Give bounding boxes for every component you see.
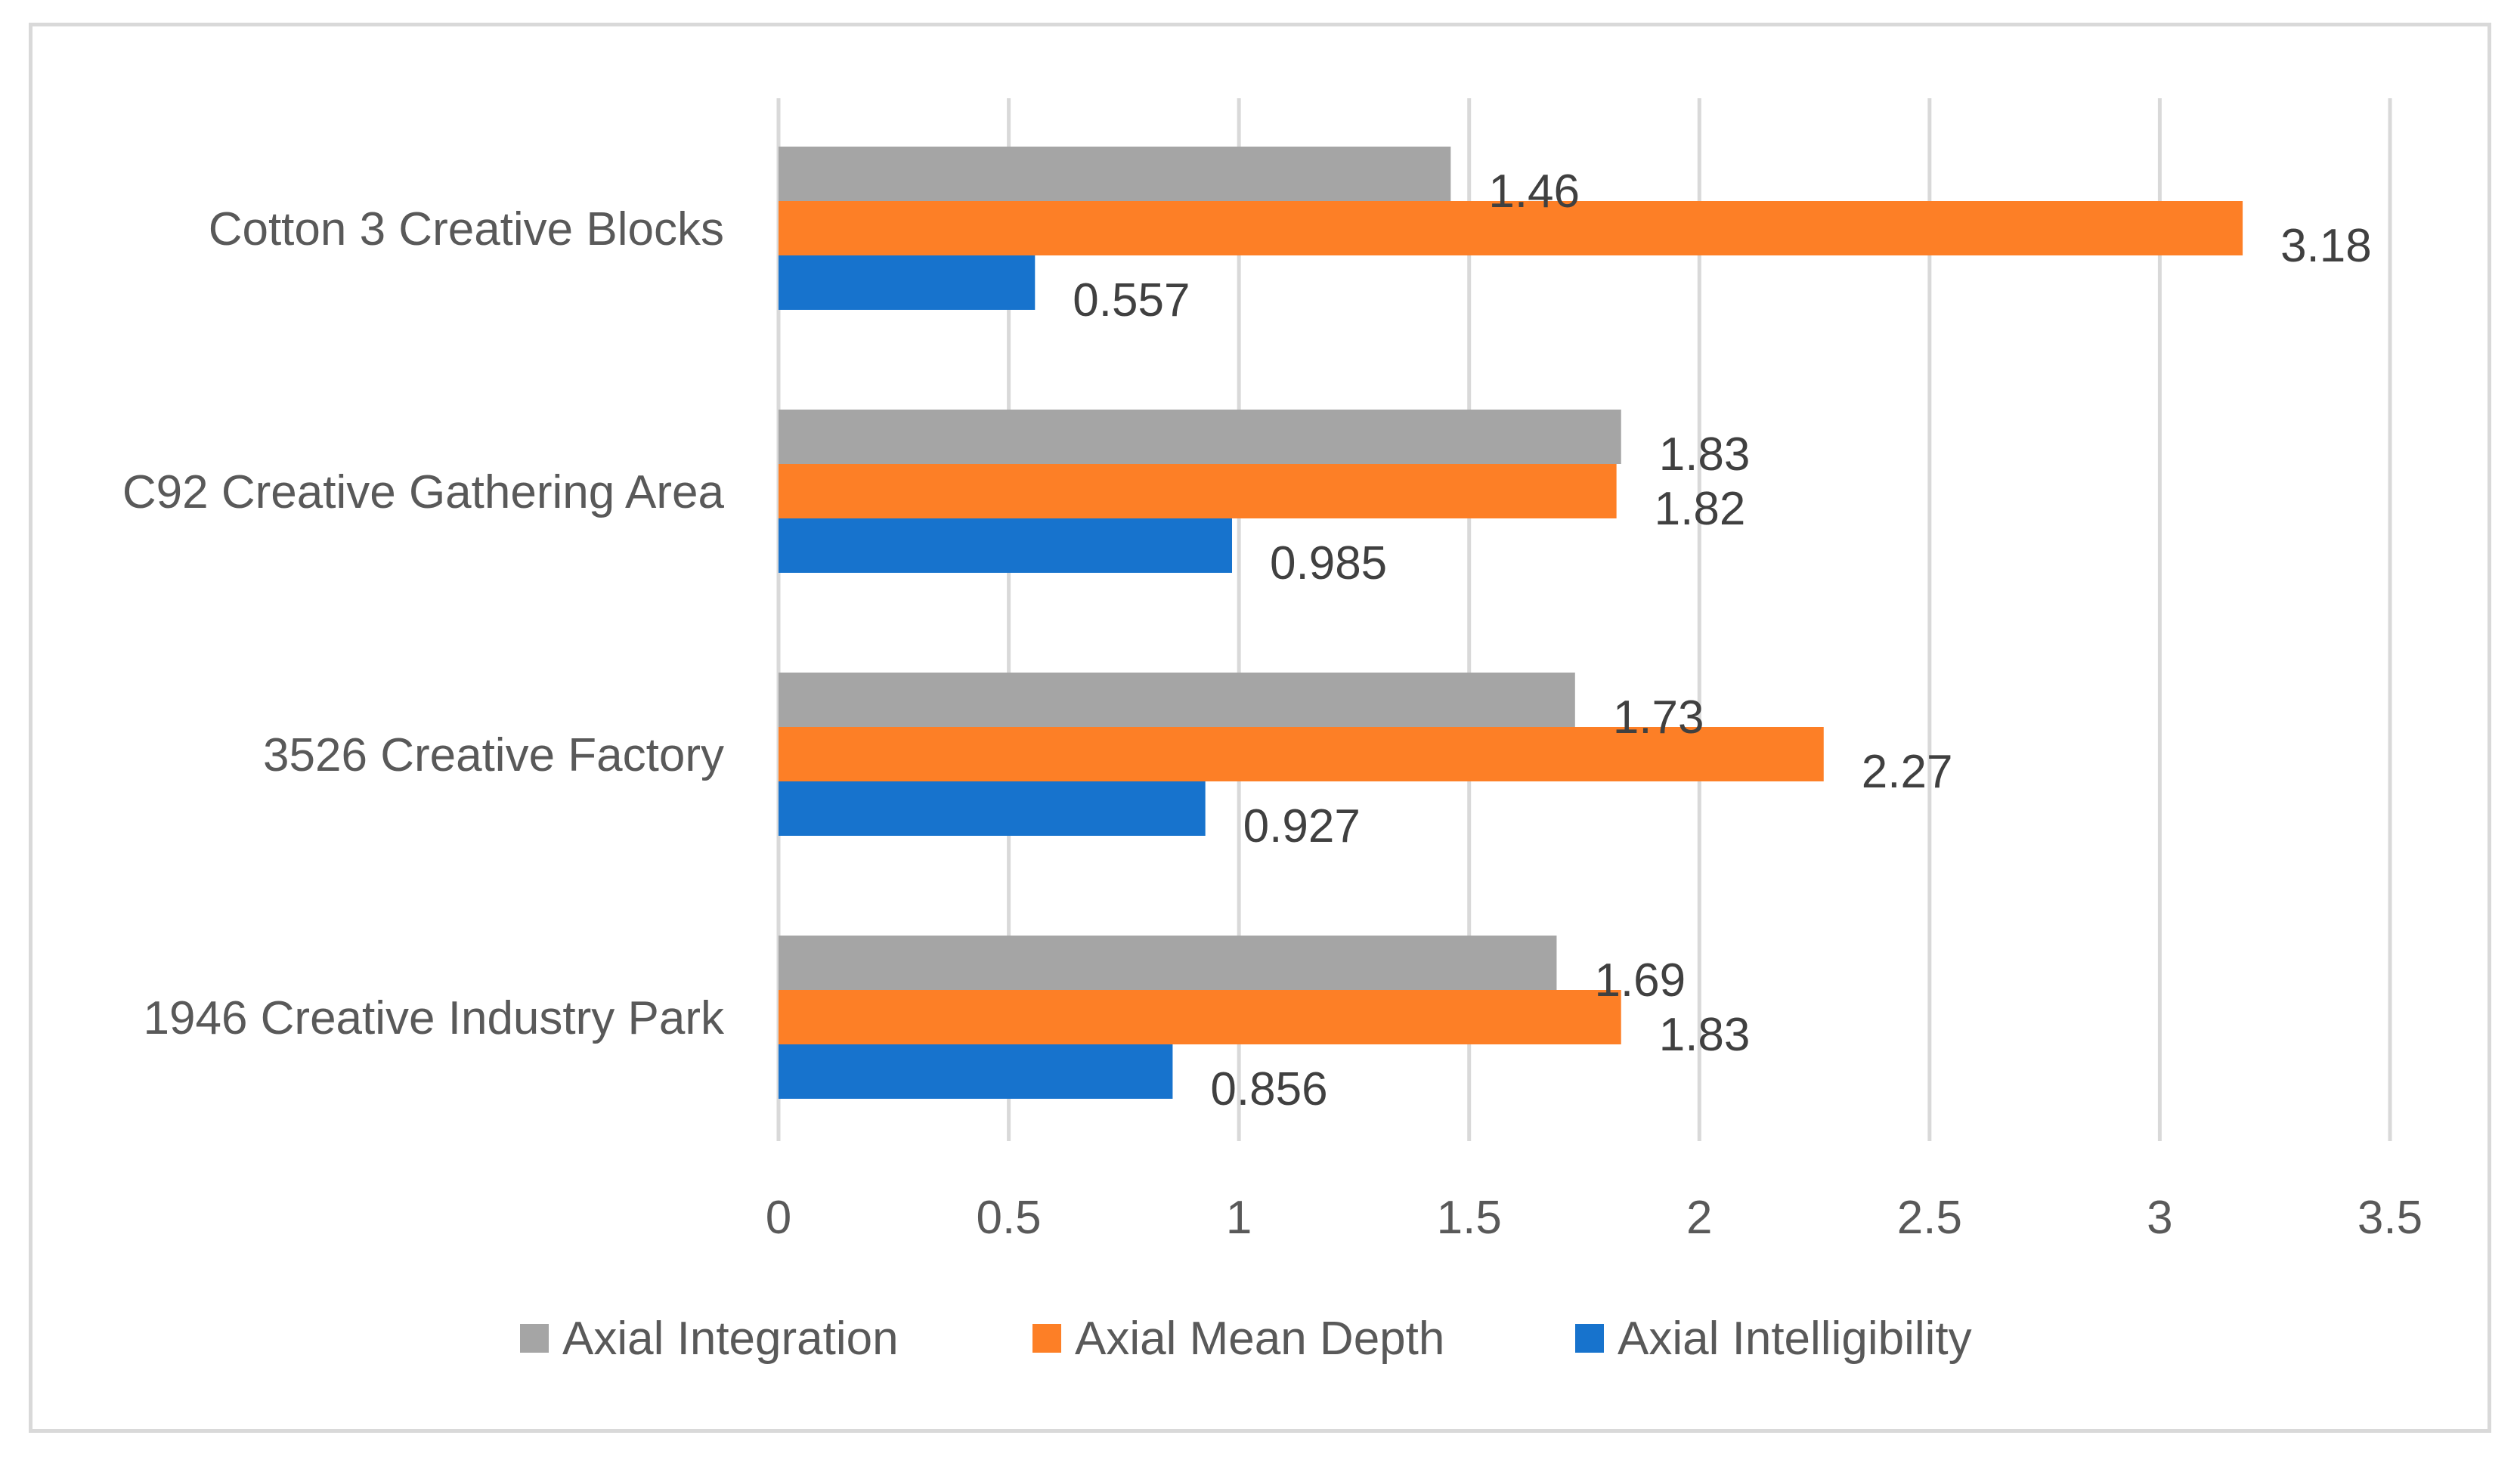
data-label: 2.27	[1862, 746, 1953, 798]
data-label: 1.83	[1659, 428, 1751, 481]
x-tick-label: 0.5	[976, 1192, 1041, 1244]
x-tick-label: 1.5	[1437, 1192, 1502, 1244]
category-label: Cotton 3 Creative Blocks	[209, 203, 724, 255]
bar-axial-integration	[779, 673, 1575, 727]
legend-swatch	[1575, 1324, 1604, 1353]
x-tick-label: 0	[766, 1192, 791, 1244]
category-label: C92 Creative Gathering Area	[122, 466, 725, 518]
data-label: 0.927	[1243, 800, 1361, 852]
bar-axial-mean-depth	[779, 464, 1617, 518]
data-label: 3.18	[2280, 220, 2372, 272]
category-label: 3526 Creative Factory	[263, 729, 724, 781]
data-label: 1.73	[1613, 691, 1704, 744]
data-label: 1.82	[1655, 483, 1746, 535]
bar-axial-intelligibility	[779, 781, 1206, 836]
bar-axial-integration	[779, 147, 1451, 201]
bar-axial-mean-depth	[779, 727, 1824, 781]
x-tick-label: 3.5	[2357, 1192, 2422, 1244]
data-label: 1.46	[1488, 165, 1580, 218]
bar-axial-intelligibility	[779, 255, 1036, 310]
data-label: 0.557	[1073, 274, 1190, 326]
data-label: 1.83	[1659, 1009, 1751, 1061]
legend: Axial Integration Axial Mean Depth Axial I…	[520, 1313, 1972, 1365]
legend-label: Axial Mean Depth	[1075, 1313, 1444, 1365]
x-tick-label: 2.5	[1897, 1192, 1962, 1244]
data-label: 1.69	[1594, 954, 1686, 1007]
data-label: 0.856	[1210, 1063, 1327, 1115]
legend-swatch	[1032, 1324, 1061, 1353]
category-axis: 1946 Creative Industry Park 3526 Creative…	[122, 203, 725, 1044]
bar-axial-integration	[779, 936, 1557, 990]
bar-axial-mean-depth	[779, 990, 1621, 1044]
category-label: 1946 Creative Industry Park	[144, 992, 725, 1044]
bar-axial-intelligibility	[779, 518, 1233, 573]
value-axis: 0 0.5 1 1.5 2 2.5 3 3.5	[766, 1192, 2422, 1244]
x-tick-label: 1	[1226, 1192, 1252, 1244]
bars	[779, 147, 2243, 1099]
x-tick-label: 2	[1686, 1192, 1712, 1244]
data-labels: 1.691.830.8561.732.270.9271.831.820.9851…	[1073, 165, 2371, 1115]
bar-axial-mean-depth	[779, 201, 2243, 255]
legend-label: Axial Intelligibility	[1618, 1313, 1972, 1365]
bar-axial-integration	[779, 410, 1621, 464]
legend-swatch	[520, 1324, 549, 1353]
data-label: 0.985	[1270, 537, 1387, 589]
legend-label: Axial Integration	[562, 1313, 899, 1365]
x-tick-label: 3	[2147, 1192, 2172, 1244]
bar-axial-intelligibility	[779, 1044, 1173, 1099]
